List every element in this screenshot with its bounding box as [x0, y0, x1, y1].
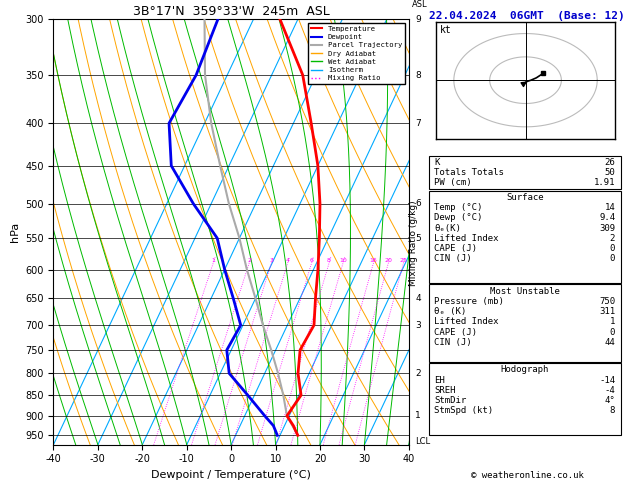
Text: 14: 14: [604, 203, 615, 212]
Text: 0: 0: [610, 244, 615, 253]
Text: 25: 25: [399, 259, 408, 263]
Text: PW (cm): PW (cm): [434, 178, 472, 188]
Text: θₑ (K): θₑ (K): [434, 307, 466, 316]
Text: 8: 8: [327, 259, 331, 263]
Text: -14: -14: [599, 376, 615, 385]
Text: 2: 2: [415, 369, 421, 378]
Text: StmDir: StmDir: [434, 396, 466, 405]
Text: 16: 16: [369, 259, 377, 263]
Text: CIN (J): CIN (J): [434, 254, 472, 263]
Text: SREH: SREH: [434, 386, 455, 395]
Text: Temp (°C): Temp (°C): [434, 203, 482, 212]
Text: Most Unstable: Most Unstable: [490, 287, 560, 296]
Text: 26: 26: [604, 158, 615, 167]
Text: 4: 4: [415, 294, 421, 303]
Text: CAPE (J): CAPE (J): [434, 328, 477, 337]
Text: 7: 7: [415, 119, 421, 128]
Text: 6: 6: [415, 199, 421, 208]
Text: Hodograph: Hodograph: [501, 365, 549, 375]
Text: 20: 20: [384, 259, 392, 263]
X-axis label: Dewpoint / Temperature (°C): Dewpoint / Temperature (°C): [151, 470, 311, 480]
Text: LCL: LCL: [415, 437, 430, 447]
Text: 10: 10: [339, 259, 347, 263]
Text: 6: 6: [309, 259, 313, 263]
Text: Lifted Index: Lifted Index: [434, 234, 499, 243]
Text: © weatheronline.co.uk: © weatheronline.co.uk: [470, 471, 584, 480]
Text: 1.91: 1.91: [594, 178, 615, 188]
Text: 2: 2: [610, 234, 615, 243]
Text: -4: -4: [604, 386, 615, 395]
Text: Pressure (mb): Pressure (mb): [434, 297, 504, 306]
Text: 311: 311: [599, 307, 615, 316]
Text: CAPE (J): CAPE (J): [434, 244, 477, 253]
Text: 5: 5: [415, 234, 421, 243]
Title: 3B°17'N  359°33'W  245m  ASL: 3B°17'N 359°33'W 245m ASL: [133, 5, 330, 18]
Text: EH: EH: [434, 376, 445, 385]
Text: 309: 309: [599, 224, 615, 233]
Text: 1: 1: [610, 317, 615, 327]
Text: 1: 1: [211, 259, 215, 263]
Text: 9: 9: [415, 15, 421, 24]
Text: Mixing Ratio (g/kg): Mixing Ratio (g/kg): [409, 200, 418, 286]
Text: CIN (J): CIN (J): [434, 338, 472, 347]
Text: 0: 0: [610, 254, 615, 263]
Text: 3: 3: [269, 259, 273, 263]
Text: Lifted Index: Lifted Index: [434, 317, 499, 327]
Text: 4°: 4°: [604, 396, 615, 405]
Text: 8: 8: [415, 70, 421, 80]
Legend: Temperature, Dewpoint, Parcel Trajectory, Dry Adiabat, Wet Adiabat, Isotherm, Mi: Temperature, Dewpoint, Parcel Trajectory…: [308, 23, 405, 84]
Text: Dewp (°C): Dewp (°C): [434, 213, 482, 223]
Text: 750: 750: [599, 297, 615, 306]
Text: 3: 3: [415, 321, 421, 330]
Text: 44: 44: [604, 338, 615, 347]
Text: 50: 50: [604, 168, 615, 177]
Text: 0: 0: [610, 328, 615, 337]
Text: Surface: Surface: [506, 193, 543, 202]
Text: 4: 4: [286, 259, 289, 263]
Text: Totals Totals: Totals Totals: [434, 168, 504, 177]
Text: K: K: [434, 158, 440, 167]
Text: θₑ(K): θₑ(K): [434, 224, 461, 233]
Text: km
ASL: km ASL: [413, 0, 428, 9]
Text: 22.04.2024  06GMT  (Base: 12): 22.04.2024 06GMT (Base: 12): [429, 11, 625, 21]
Text: StmSpd (kt): StmSpd (kt): [434, 406, 493, 416]
Text: 8: 8: [610, 406, 615, 416]
Text: 2: 2: [247, 259, 251, 263]
Text: 9.4: 9.4: [599, 213, 615, 223]
Text: kt: kt: [440, 25, 451, 35]
Y-axis label: hPa: hPa: [9, 222, 19, 242]
Text: 1: 1: [415, 411, 421, 420]
